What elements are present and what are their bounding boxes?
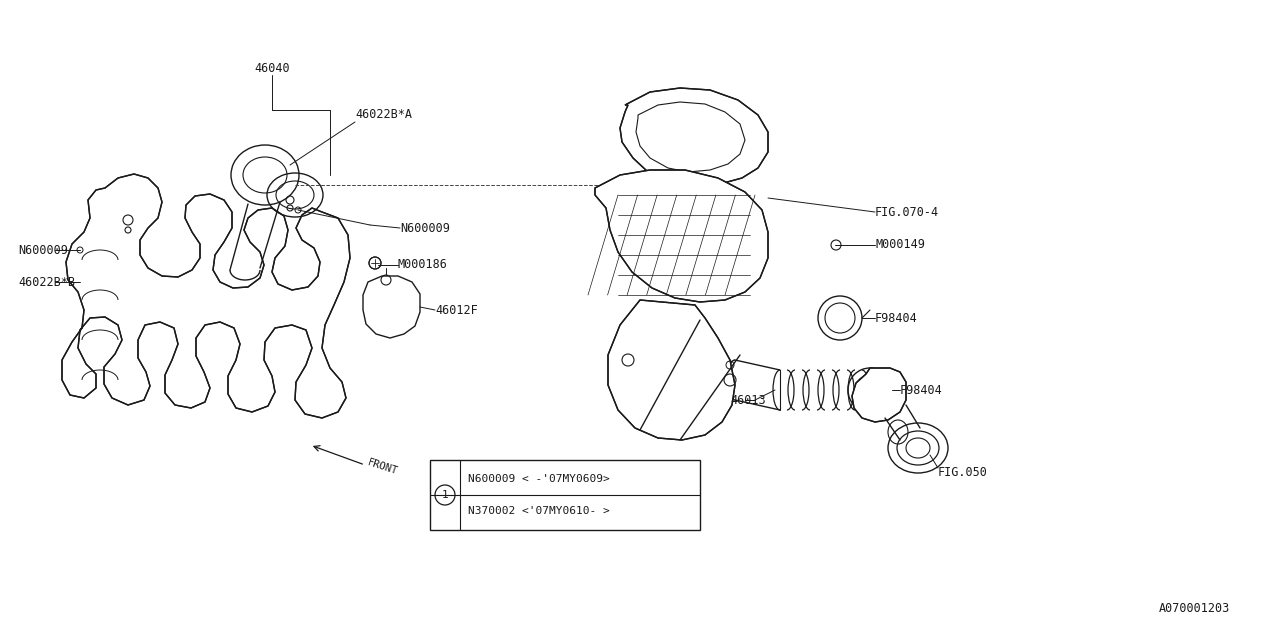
Text: 46012F: 46012F [435, 303, 477, 317]
Text: 46040: 46040 [255, 61, 289, 74]
Polygon shape [595, 170, 768, 302]
Text: F98404: F98404 [876, 312, 918, 324]
Text: 46013: 46013 [730, 394, 765, 406]
Polygon shape [608, 300, 735, 440]
Text: N600009 < -'07MY0609>: N600009 < -'07MY0609> [468, 474, 609, 484]
Polygon shape [430, 460, 700, 530]
Text: A070001203: A070001203 [1158, 602, 1230, 615]
Text: FRONT: FRONT [366, 457, 399, 476]
Text: 1: 1 [442, 490, 448, 500]
Polygon shape [61, 174, 349, 418]
Text: M000149: M000149 [876, 239, 925, 252]
Text: 46022B*B: 46022B*B [18, 275, 76, 289]
Polygon shape [852, 368, 906, 422]
Text: N600009: N600009 [399, 221, 449, 234]
Text: N370002 <'07MY0610- >: N370002 <'07MY0610- > [468, 506, 609, 516]
Text: M000186: M000186 [398, 259, 448, 271]
Text: 46022B*A: 46022B*A [355, 109, 412, 122]
Polygon shape [620, 88, 768, 185]
Polygon shape [364, 276, 420, 338]
Text: N600009: N600009 [18, 243, 68, 257]
Text: F98404: F98404 [900, 383, 943, 397]
Text: FIG.070-4: FIG.070-4 [876, 205, 940, 218]
Text: FIG.050: FIG.050 [938, 465, 988, 479]
